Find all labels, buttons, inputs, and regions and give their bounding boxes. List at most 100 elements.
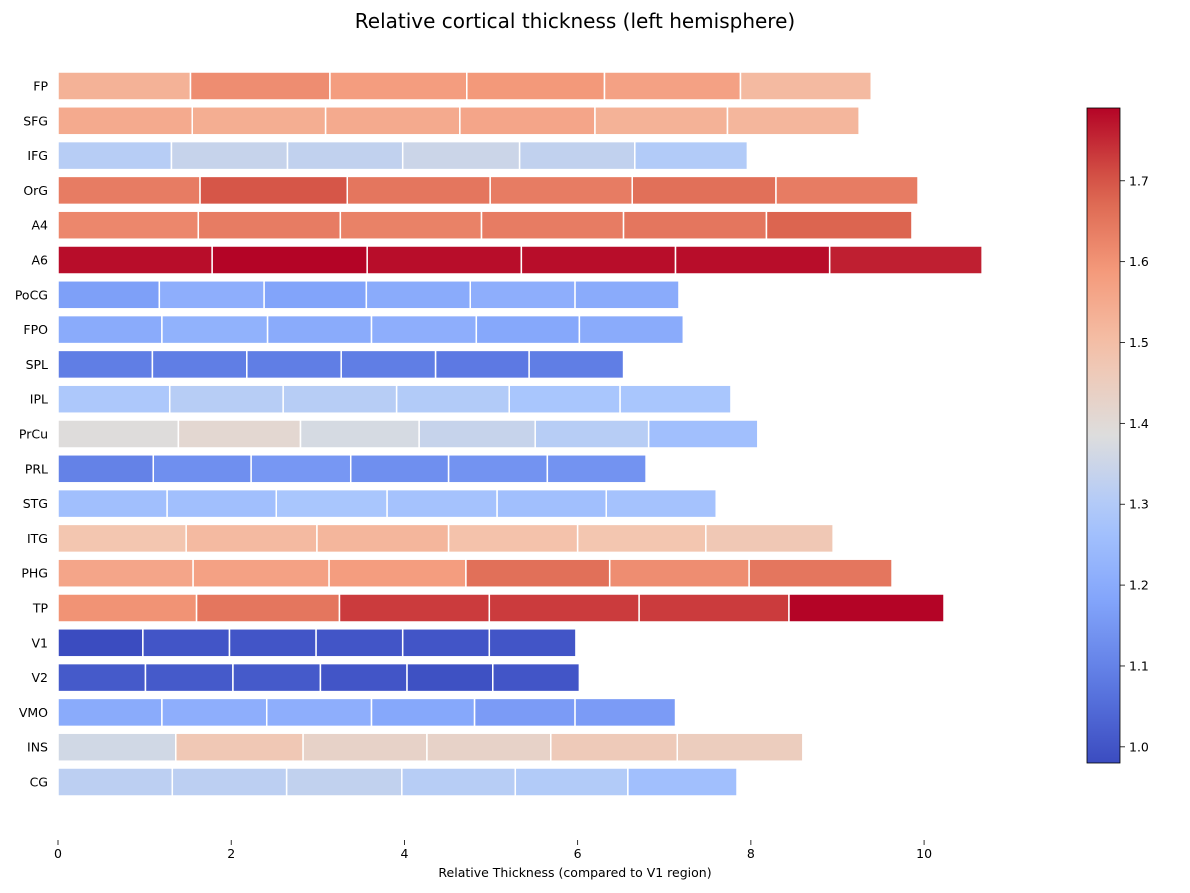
x-tick-label: 8 [747, 846, 755, 861]
colorbar-tick-label: 1.7 [1129, 173, 1149, 188]
bar-segment [520, 245, 677, 275]
bar-segment [57, 245, 213, 275]
bar-segment [161, 314, 269, 345]
y-tick-label: STG [23, 496, 48, 511]
y-tick-label: FPO [23, 322, 48, 337]
bar-segment [647, 419, 759, 449]
bar-segment [57, 384, 171, 414]
bar-segment [459, 106, 596, 136]
bar-segment [574, 697, 677, 728]
bar-segment [302, 732, 428, 762]
bar-segment [57, 767, 174, 797]
bar-segment [144, 662, 234, 693]
colorbar-tick-label: 1.3 [1129, 497, 1149, 512]
bar-segment [57, 697, 163, 728]
bar-segment [57, 523, 187, 554]
bar-segment [576, 523, 707, 554]
bar-segment [57, 71, 192, 101]
colorbar-tick-label: 1.4 [1129, 416, 1149, 431]
bar-segment [189, 71, 331, 101]
bar-segment [286, 140, 404, 171]
bar-segment [232, 662, 322, 693]
bar-segment [177, 419, 302, 449]
bar-segment [406, 662, 494, 693]
bar-segment [349, 454, 450, 484]
bar-segment [608, 558, 750, 588]
bar-segment [492, 662, 581, 693]
colorbar: 1.0 1.1 1.2 1.3 1.4 1.5 1.6 1.7 [1086, 107, 1149, 764]
bar-segment [676, 732, 804, 762]
bar-segment [638, 593, 790, 623]
bars-group [57, 71, 983, 797]
bar-segment [57, 454, 155, 484]
bar-segment [401, 140, 521, 171]
bar-segment [401, 628, 491, 658]
y-tick-label: PrCu [19, 427, 48, 442]
bar-segment [370, 697, 476, 728]
bar-segment [631, 175, 777, 206]
bar-segment [346, 175, 491, 206]
bar-segment [488, 628, 577, 658]
bar-segment [191, 106, 327, 136]
y-tick-label: PRL [25, 461, 48, 476]
bar-segment [726, 106, 860, 136]
bar-segment [489, 175, 633, 206]
y-tick-label: IFG [27, 148, 48, 163]
bar-segment [514, 767, 629, 797]
y-tick-label: SFG [23, 113, 48, 128]
bar-segment [594, 106, 729, 136]
bar-segment [57, 558, 194, 588]
bar-segment [705, 523, 834, 554]
bar-segment [315, 628, 404, 658]
y-tick-label: IPL [30, 392, 48, 407]
y-axis: FP SFG IFG OrG A4 A6 PoCG FPO SPL IPL PrCu PRL STG IT… [15, 79, 49, 790]
bar-segment [57, 280, 161, 310]
bar-segment [475, 314, 581, 345]
bar-segment [275, 488, 388, 519]
bar-segment [265, 697, 373, 728]
bar-segment [151, 349, 248, 380]
bar-segment [324, 106, 461, 136]
bar-segment [57, 314, 163, 345]
bar-segment [480, 210, 625, 240]
x-tick-label: 10 [916, 846, 932, 861]
y-tick-label: ITG [27, 531, 48, 546]
bar-segment [316, 523, 450, 554]
bar-segment [550, 732, 678, 762]
bar-segment [171, 767, 288, 797]
bar-segment [765, 210, 913, 240]
y-tick-label: VMO [19, 705, 48, 720]
y-tick-label: CG [30, 775, 48, 790]
bar-segment [788, 593, 945, 623]
colorbar-tick-label: 1.6 [1129, 254, 1149, 269]
bar-segment [175, 732, 304, 762]
bar-segment [57, 419, 180, 449]
bar-segment [426, 732, 552, 762]
x-axis-label: Relative Thickness (compared to V1 regio… [438, 865, 711, 880]
bar-segment [263, 280, 368, 310]
bar-segment [185, 523, 318, 554]
bar-segment [578, 314, 685, 345]
bar-segment [395, 384, 510, 414]
y-tick-label: SPL [26, 357, 48, 372]
bar-segment [508, 384, 621, 414]
bar-segment [434, 349, 530, 380]
bar-segment [828, 245, 983, 275]
bar-segment [739, 71, 873, 101]
bar-segment [246, 349, 342, 380]
y-tick-label: INS [27, 740, 48, 755]
bar-segment [57, 628, 144, 658]
x-tick-label: 0 [54, 846, 62, 861]
colorbar-tick-label: 1.0 [1129, 739, 1149, 754]
bar-segment [518, 140, 636, 171]
bar-segment [339, 210, 483, 240]
bar-segment [195, 593, 341, 623]
x-tick-label: 4 [400, 846, 408, 861]
y-tick-label: FP [33, 79, 48, 94]
bar-segment [401, 767, 517, 797]
y-tick-label: TP [32, 601, 49, 616]
colorbar-gradient [1086, 107, 1121, 764]
bar-segment [250, 454, 352, 484]
bar-segment [57, 732, 177, 762]
